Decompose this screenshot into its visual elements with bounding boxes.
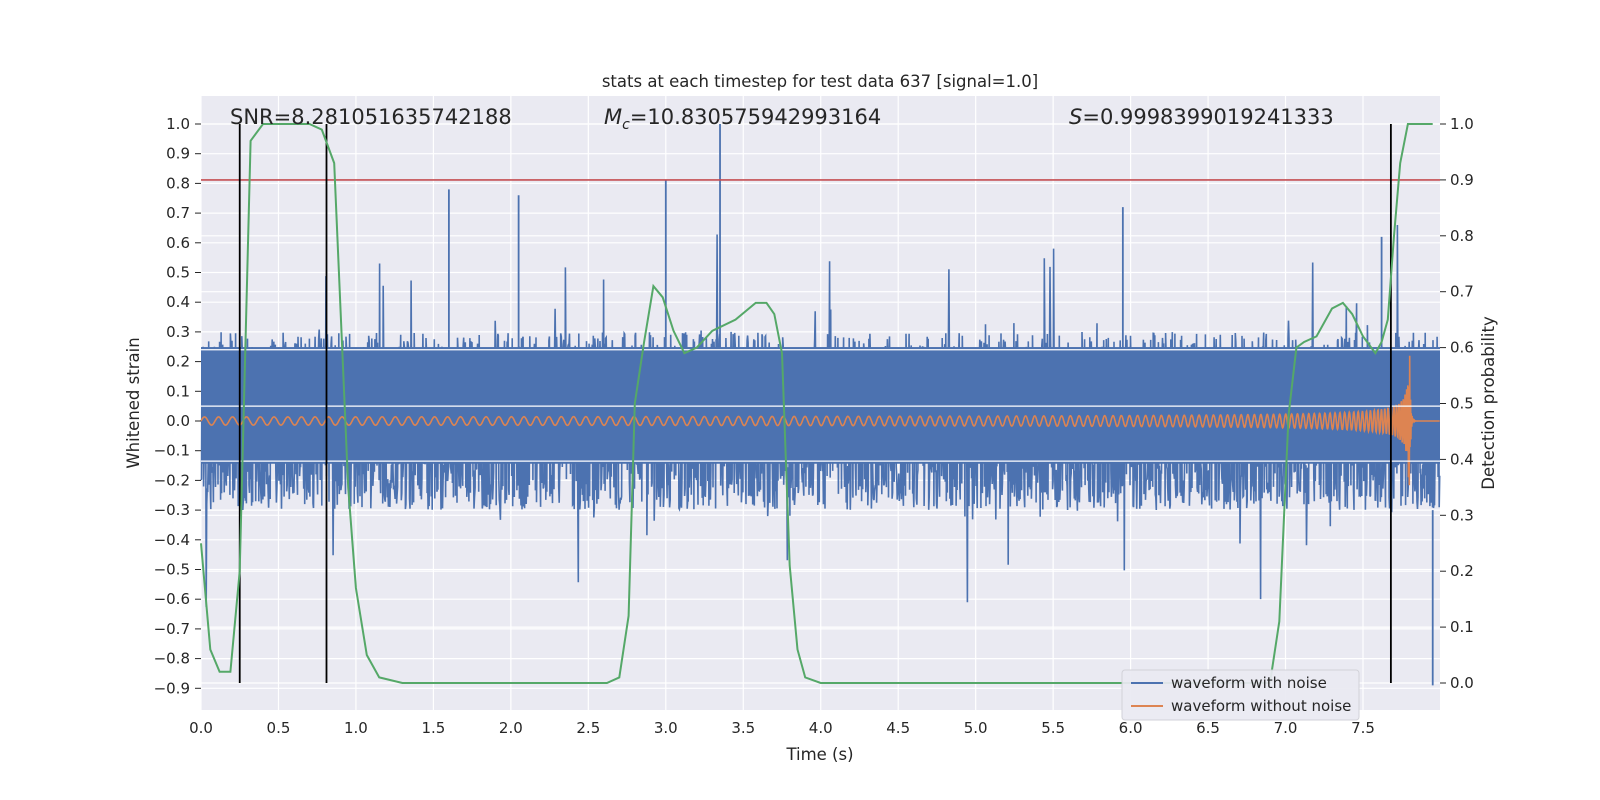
legend-label-without-noise: waveform without noise [1171,697,1351,715]
y2-tick-label: 0.2 [1450,562,1474,580]
y-tick-label: −0.5 [154,561,190,579]
stat-s-annotation: S=0.9998399019241333 [1069,105,1334,129]
waveform-with-noise-series [200,124,1441,686]
y-tick-label: 0.7 [166,204,190,222]
x-tick-label: 5.5 [1041,719,1065,737]
chirp-mass-subscript: c [622,117,630,133]
y-tick-label: −0.3 [154,501,190,519]
y2-tick-label: 0.5 [1450,395,1474,413]
y-tick-label: −0.1 [154,442,190,460]
y-tick-label: 0.3 [166,323,190,341]
x-axis-ticks: 0.0 0.5 1.0 1.5 2.0 2.5 3.0 3.5 4.0 4.5 5.0 5.5 6.0 6… [189,719,1375,737]
chart-title: stats at each timestep for test data 637… [602,72,1038,91]
x-tick-label: 6.0 [1119,719,1143,737]
x-tick-label: 2.5 [576,719,600,737]
y-tick-label: 0.2 [166,353,190,371]
y-tick-label: 0.1 [166,382,190,400]
y-tick-label: 0.5 [166,264,190,282]
chirp-mass-value: =10.830575942993164 [630,105,881,129]
x-tick-label: 4.0 [809,719,833,737]
y-tick-label: 0.8 [166,174,190,192]
noise-core-band [201,347,1440,464]
y2-axis-ticks: 1.0 0.9 0.8 0.7 0.6 0.5 0.4 0.3 0.2 0.1 0.0 [1440,115,1474,692]
snr-annotation: SNR=8.281051635742188 [230,105,512,129]
y-axis-ticks: 1.0 0.9 0.8 0.7 0.6 0.5 0.4 0.3 0.2 0.1 0.0 −0.1 −0.… [154,115,201,697]
y-tick-label: 0.9 [166,145,190,163]
y-tick-label: −0.6 [154,590,190,608]
y-tick-label: −0.8 [154,650,190,668]
x-tick-label: 0.0 [189,719,213,737]
y-tick-label: −0.4 [154,531,190,549]
x-tick-label: 1.0 [344,719,368,737]
y2-tick-label: 0.0 [1450,674,1474,692]
y2-axis-label: Detection probability [1479,316,1498,490]
y-tick-label: 0.6 [166,234,190,252]
y2-tick-label: 0.9 [1450,171,1474,189]
y-tick-label: 0.4 [166,293,190,311]
y2-tick-label: 0.8 [1450,227,1474,245]
probability-trace [200,123,1433,684]
y2-tick-label: 0.7 [1450,283,1474,301]
y-tick-label: 1.0 [166,115,190,133]
chirp-trace [200,355,1440,486]
legend: waveform with noise waveform without noi… [1121,669,1360,721]
y2-tick-label: 0.3 [1450,506,1474,524]
y2-tick-label: 0.4 [1450,450,1474,468]
y-tick-label: −0.7 [154,620,190,638]
x-tick-label: 6.5 [1196,719,1220,737]
x-tick-label: 5.0 [964,719,988,737]
x-tick-label: 1.5 [421,719,445,737]
y-tick-label: −0.9 [154,679,190,697]
x-tick-label: 2.0 [499,719,523,737]
x-tick-label: 3.5 [731,719,755,737]
x-tick-label: 0.5 [267,719,291,737]
noise-trace [200,224,1441,607]
detection-probability-series [200,123,1440,684]
waveform-without-noise-series [200,349,1440,486]
y2-tick-label: 0.6 [1450,339,1474,357]
x-axis-label: Time (s) [785,745,853,764]
legend-box [1121,669,1360,721]
stat-s-symbol: S [1069,105,1082,129]
y2-tick-label: 0.1 [1450,618,1474,636]
x-tick-label: 3.0 [654,719,678,737]
x-tick-label: 7.5 [1351,719,1375,737]
x-tick-label: 4.5 [886,719,910,737]
chirp-mass-symbol: M [604,105,622,129]
stat-s-value: =0.9998399019241333 [1082,105,1333,129]
y-tick-label: −0.2 [154,471,190,489]
y-tick-label: 0.0 [166,412,190,430]
chirp-mass-annotation: Mc=10.830575942993164 [604,105,881,133]
legend-label-with-noise: waveform with noise [1171,674,1327,692]
y-axis-label: Whitened strain [124,337,143,468]
x-tick-label: 7.0 [1274,719,1298,737]
y2-tick-label: 1.0 [1450,115,1474,133]
